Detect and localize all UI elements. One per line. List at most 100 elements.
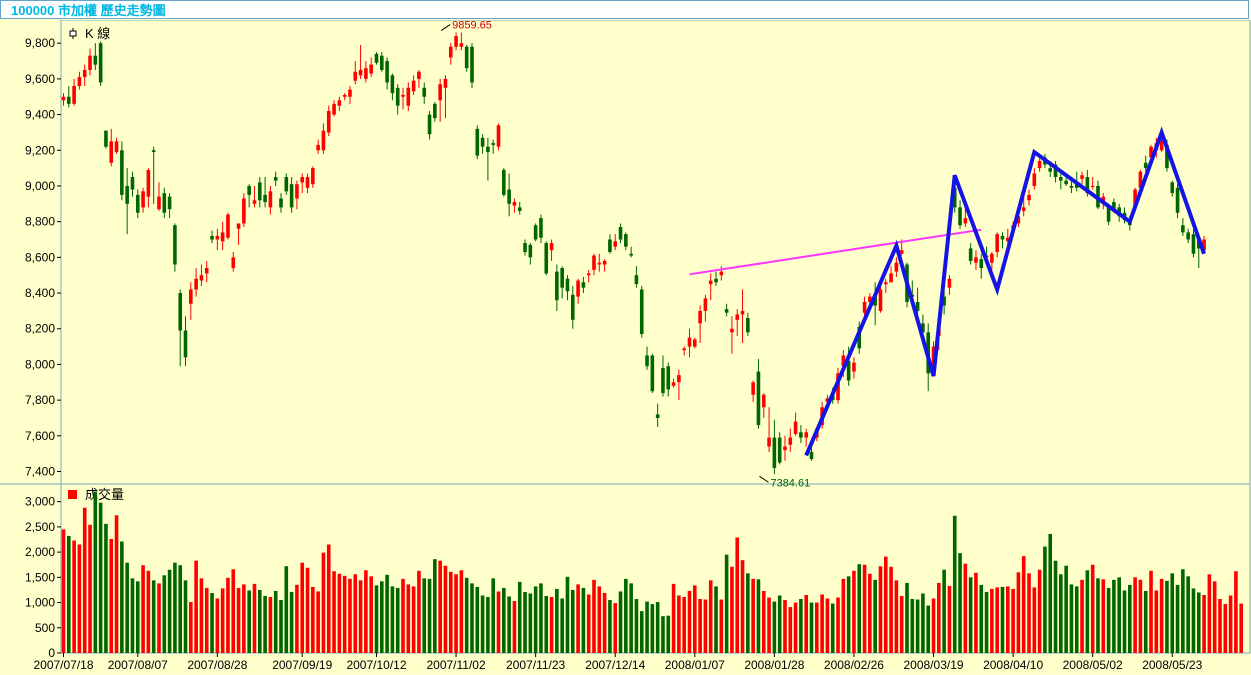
candle-body [618,227,623,240]
volume-bar [1186,576,1190,653]
volume-bar [1234,571,1238,653]
volume-bar [1085,570,1090,653]
candle-body [963,218,968,224]
candle-body [337,100,342,106]
volume-bar [777,595,782,653]
volume-panel [60,483,1251,654]
candle-body [746,318,750,333]
volume-bar [650,604,655,653]
volume-bar [1064,565,1068,653]
volume-bar [411,586,416,653]
volume-bar [1011,588,1015,653]
volume-bar [761,590,766,653]
volume-bar [1074,586,1079,653]
candle-body [109,141,114,163]
candle-body [438,84,442,101]
price-y-tick-label: 7,800 [25,393,55,407]
volume-bar [1122,590,1127,653]
volume-bar [910,599,915,653]
volume-bar [1021,556,1026,653]
candle-body [82,69,87,78]
volume-bar [390,586,395,653]
volume-bar [369,576,373,653]
volume-y-tick-label: 3,000 [25,495,55,509]
volume-bar [1159,578,1164,653]
candle-body [257,182,262,201]
candle-body [1112,202,1116,210]
candle-body [968,248,973,261]
candle-body [422,87,427,97]
volume-bar [586,594,591,653]
candle-body [486,146,490,153]
price-y-tick-label: 7,600 [25,429,55,443]
volume-bar [194,560,198,653]
volume-bar [93,491,98,653]
candle-body [67,96,71,104]
volume-bar [114,515,119,653]
date-x-axis: 2007/07/18 2007/08/07 2007/08/28 2007/09/19… [33,653,1203,672]
volume-bar [210,592,214,653]
candle-body [756,371,761,426]
candle-body [592,255,596,270]
volume-bar [937,582,941,653]
volume-bar [714,586,718,653]
date-tick-label: 2008/05/23 [1142,658,1202,672]
volume-bar [1016,572,1021,653]
volume-bar [167,569,172,653]
candle-body [1059,177,1063,181]
volume-bar [125,562,129,653]
candle-body [151,150,156,153]
date-tick-label: 2008/02/26 [824,658,884,672]
volume-bar [459,570,464,653]
candle-body [894,262,899,272]
trend-zigzag-line [804,126,1206,457]
volume-bar [857,564,862,653]
candle-body [1149,146,1153,158]
volume-bar [677,595,681,653]
volume-bar [1181,569,1185,653]
volume-bar [422,578,427,653]
price-panel [60,20,1251,485]
candle-body [268,191,273,208]
volume-bar [1005,586,1010,653]
volume-bar [671,583,676,653]
volume-bar [109,538,114,653]
volume-bar [692,585,697,653]
volume-bar [703,599,708,653]
volume-bar [1207,574,1212,653]
candle-body [395,87,400,106]
candle-body [1191,234,1196,254]
volume-bar [268,597,273,653]
volume-bar [539,583,543,653]
price-y-tick-label: 8,800 [25,215,55,229]
candle-body [799,432,803,438]
candle-body [401,94,405,97]
volume-bar [1170,573,1175,653]
candle-body [1053,164,1058,178]
volume-bar [1069,584,1074,653]
volume-bar [231,569,236,653]
volume-y-axis: 0 500 1,000 1,500 2,000 2,500 3,000 [25,495,61,660]
candle-body [433,103,437,119]
volume-bar [836,597,840,653]
candle-body [417,71,421,79]
candle-body [120,150,124,195]
price-y-tick-label: 9,400 [25,108,55,122]
volume-bar [517,581,522,653]
volume-bar [199,578,204,653]
volume-bar [894,580,899,653]
candle-body [692,339,697,347]
candle-body [1133,189,1137,206]
candle-body [602,260,607,265]
price-y-tick-label: 8,600 [25,250,55,264]
volume-bar [332,571,336,653]
volume-bar [730,566,734,653]
candle-body [459,43,464,47]
candle-body [342,94,347,97]
candle-body [295,184,299,199]
candle-body [889,273,893,283]
candle-body [1159,134,1164,151]
volume-bar [337,573,342,653]
volume-bar [300,562,305,653]
